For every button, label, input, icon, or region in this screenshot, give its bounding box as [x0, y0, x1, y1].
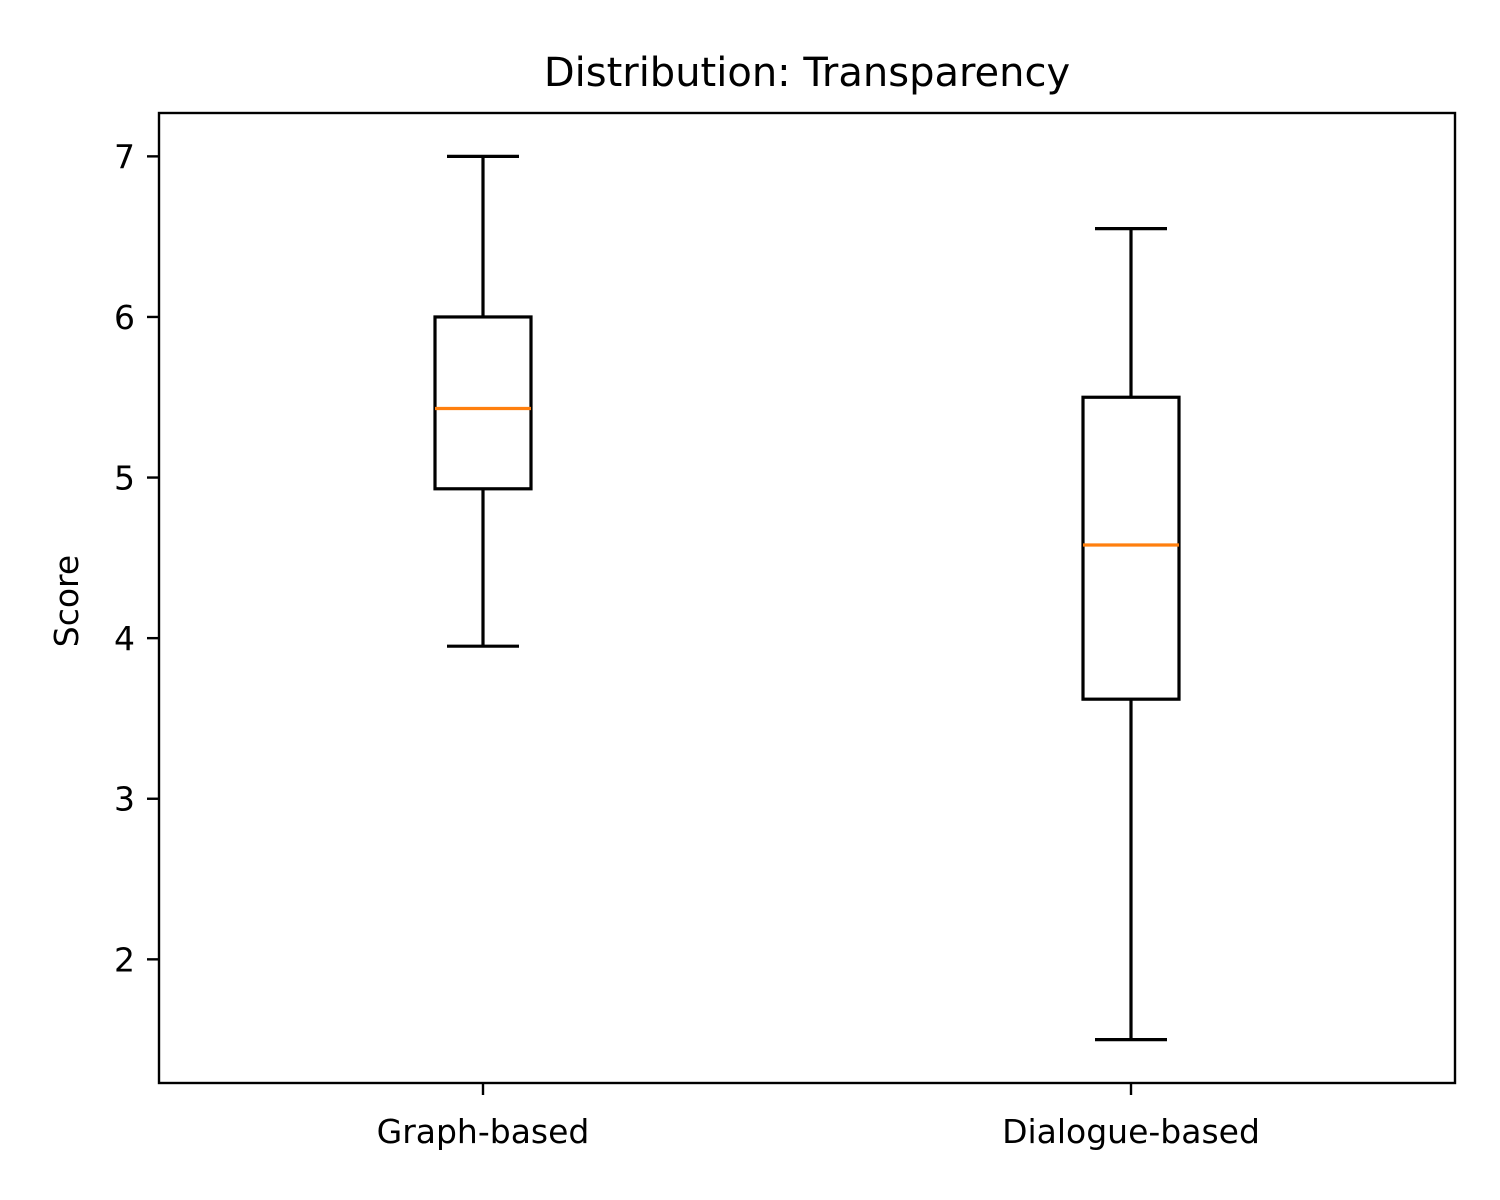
- x-tick-label: Dialogue-based: [1002, 1112, 1260, 1151]
- x-tick-label: Graph-based: [377, 1112, 590, 1151]
- y-tick-label: 6: [114, 298, 135, 337]
- y-tick-label: 2: [114, 940, 135, 979]
- iqr-box: [433, 315, 533, 491]
- y-axis-label: Score: [47, 555, 86, 647]
- y-tick-label: 4: [114, 619, 135, 658]
- chart-title: Distribution: Transparency: [544, 50, 1070, 96]
- y-tick-label: 5: [114, 459, 135, 498]
- y-tick-label: 3: [114, 780, 135, 819]
- axes-frame: [157, 111, 1457, 1085]
- plot-area: 2 3 4 5 6 7 Graph-based Dialogue-based: [114, 111, 1457, 1151]
- y-tick-label: 7: [114, 137, 135, 176]
- iqr-box: [1081, 395, 1181, 701]
